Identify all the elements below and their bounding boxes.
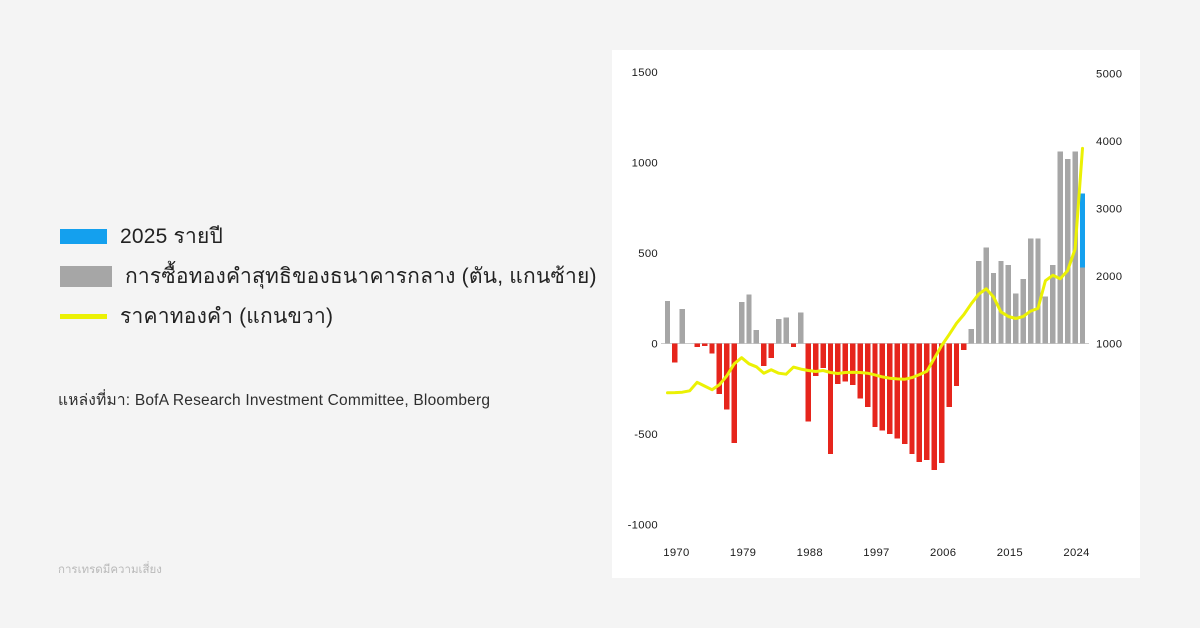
x-axis-tick-2024: 2024 — [1063, 547, 1089, 559]
bar-2019 — [1035, 238, 1041, 344]
bar-1980 — [746, 294, 752, 344]
bar-1978 — [731, 343, 737, 444]
bar-1983 — [768, 343, 774, 358]
bar-2010 — [968, 329, 975, 344]
bar-1970 — [672, 343, 678, 363]
bar-1990 — [820, 343, 826, 368]
bar-2014 — [998, 261, 1004, 344]
bar-1999 — [887, 343, 893, 434]
x-axis-tick-1970: 1970 — [663, 547, 689, 559]
bar-1992 — [835, 343, 841, 385]
bar-1994 — [850, 343, 856, 386]
legend-item-price: ราคาทองคำ (แกนขวา) — [60, 296, 597, 336]
bar-2004 — [924, 343, 930, 461]
legend-label-price: ราคาทองคำ (แกนขวา) — [120, 304, 334, 328]
right-axis-tick-4000: 4000 — [1096, 136, 1122, 148]
legend: 2025 รายปี การซื้อทองคำสุทธิของธนาคารกลา… — [60, 216, 597, 336]
bar-2017 — [1020, 279, 1026, 344]
bar-1976 — [716, 343, 723, 395]
gold-price-line — [666, 146, 1084, 395]
left-axis-tick-1000: 1000 — [632, 158, 658, 170]
bar-2025-annualized — [1079, 193, 1086, 268]
bar-1997 — [872, 343, 878, 427]
bar-1988 — [805, 343, 811, 422]
bar-2015 — [1005, 264, 1012, 344]
bar-1981 — [753, 329, 760, 344]
bar-2008 — [953, 343, 960, 387]
bar-2018 — [1027, 238, 1034, 344]
source-note: แหล่งที่มา: BofA Research Investment Com… — [58, 392, 491, 409]
bar-1982 — [761, 343, 767, 367]
bar-1998 — [879, 343, 886, 431]
bar-2021 — [1050, 264, 1056, 344]
bar-1985 — [783, 317, 789, 344]
right-axis-tick-1000: 1000 — [1096, 339, 1122, 351]
x-axis-tick-2015: 2015 — [997, 547, 1023, 559]
legend-label-2025: 2025 รายปี — [120, 224, 224, 248]
bar-2001 — [901, 343, 908, 444]
bar-1984 — [775, 319, 782, 344]
bar-2023 — [1064, 158, 1071, 344]
legend-item-2025: 2025 รายปี — [60, 216, 597, 256]
chart-panel: 1500 1000 500 0 -500 -1000 5000 4000 3000 2000 100… — [612, 50, 1140, 578]
bar-1996 — [864, 343, 871, 407]
right-axis-tick-5000: 5000 — [1096, 69, 1122, 81]
bar-1973 — [694, 343, 700, 348]
x-axis-tick-2006: 2006 — [930, 547, 956, 559]
right-axis-tick-2000: 2000 — [1096, 271, 1122, 283]
bar-2025-actual — [1079, 267, 1086, 344]
yellow-line-swatch-icon — [60, 313, 107, 319]
bar-2000 — [894, 343, 900, 439]
bar-1971 — [679, 309, 686, 344]
bar-1986 — [790, 343, 797, 348]
bar-2011 — [976, 261, 982, 344]
bar-2006 — [938, 343, 945, 463]
legend-label-purchases: การซื้อทองคำสุทธิของธนาคารกลาง (ตัน, แกน… — [125, 264, 597, 288]
bar-1975 — [709, 343, 715, 354]
bar-1989 — [813, 343, 819, 377]
bar-2022 — [1057, 151, 1063, 344]
right-axis-tick-3000: 3000 — [1096, 204, 1122, 216]
risk-disclaimer: การเทรดมีความเสี่ยง — [58, 564, 162, 576]
bar-2007 — [946, 343, 952, 407]
bar-1993 — [842, 343, 849, 382]
bar-1969 — [664, 300, 671, 344]
x-axis-tick-1997: 1997 — [863, 547, 889, 559]
left-axis-tick-1500: 1500 — [632, 67, 658, 79]
bar-2012 — [983, 247, 989, 344]
x-axis-tick-1988: 1988 — [797, 547, 823, 559]
bar-2003 — [916, 343, 923, 463]
bar-1974 — [701, 343, 708, 347]
legend-item-purchases: การซื้อทองคำสุทธิของธนาคารกลาง (ตัน, แกน… — [60, 256, 597, 296]
gold-purchases-price-combo-chart: 150010005000-500-10005000400030002000100… — [628, 67, 1122, 559]
bar-1979 — [738, 301, 745, 344]
left-axis-tick--1000: -1000 — [628, 520, 658, 532]
bar-2005 — [931, 343, 937, 471]
left-axis-tick-500: 500 — [638, 248, 658, 260]
bar-2020 — [1042, 296, 1049, 344]
bar-1991 — [827, 343, 834, 454]
left-axis-tick--500: -500 — [634, 429, 658, 441]
blue-swatch-icon — [60, 228, 107, 244]
x-axis-tick-1979: 1979 — [730, 547, 756, 559]
bar-2002 — [909, 343, 915, 454]
left-axis-tick-0: 0 — [651, 339, 658, 351]
bar-2013 — [990, 272, 997, 344]
bar-2009 — [961, 343, 967, 350]
gray-swatch-icon — [60, 265, 112, 287]
bar-1987 — [798, 312, 804, 344]
